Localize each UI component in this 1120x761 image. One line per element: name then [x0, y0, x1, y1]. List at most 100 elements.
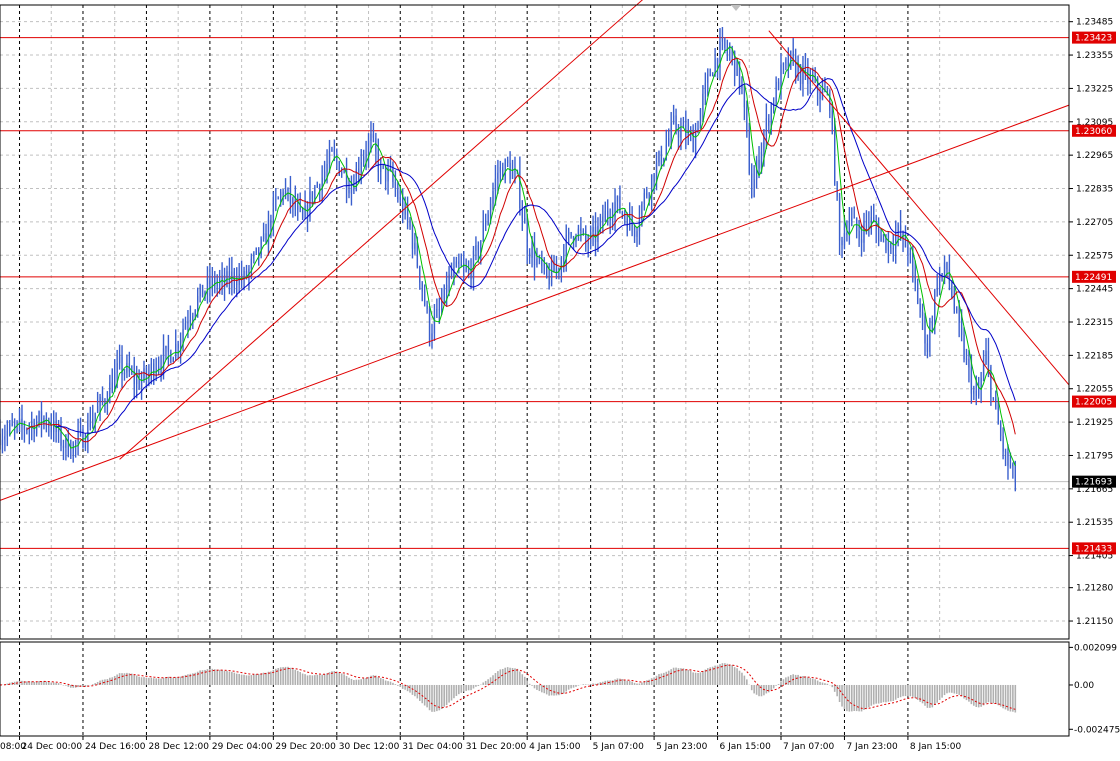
price-tick-label: 1.21150 — [1076, 617, 1113, 627]
candle — [892, 234, 894, 262]
candle — [699, 107, 702, 129]
moving-average-line — [26, 57, 1016, 443]
time-tick-label: 28 Dec 12:00 — [148, 742, 209, 752]
oscillator-panel-frame — [0, 641, 1070, 737]
candle — [182, 318, 184, 352]
candle — [899, 210, 902, 241]
candle — [172, 356, 174, 363]
candle — [70, 439, 72, 459]
candle — [809, 68, 811, 94]
candle — [804, 52, 807, 80]
candle — [704, 72, 707, 106]
candle — [123, 369, 126, 381]
candle — [270, 214, 272, 239]
candle — [951, 280, 953, 300]
price-tick-label: 1.21535 — [1076, 518, 1113, 528]
candle — [931, 315, 934, 334]
candle — [221, 262, 223, 295]
candle — [482, 210, 484, 243]
level-label-box — [1072, 395, 1116, 408]
candle — [780, 53, 782, 100]
candle — [999, 420, 1002, 442]
candle — [995, 390, 997, 410]
candle — [777, 78, 780, 91]
candle — [1007, 444, 1009, 480]
candle — [370, 121, 372, 153]
candle — [1014, 460, 1017, 492]
candle — [345, 157, 348, 204]
candle — [997, 397, 999, 425]
candle — [475, 236, 477, 261]
level-label-box — [1072, 270, 1116, 283]
candle — [60, 417, 62, 452]
candle — [814, 67, 816, 84]
candle — [560, 256, 563, 283]
candle — [209, 265, 211, 303]
candle — [33, 418, 35, 443]
candle — [253, 251, 255, 264]
candle — [184, 316, 187, 330]
candle — [558, 267, 560, 280]
candle — [319, 183, 321, 202]
candle — [499, 160, 502, 183]
candle — [868, 211, 870, 237]
candle — [921, 303, 924, 331]
candle — [135, 365, 138, 399]
trendline — [119, 0, 644, 460]
level-label: 1.23423 — [1075, 34, 1112, 44]
candle — [199, 283, 201, 303]
price-tick-label: 1.22705 — [1076, 218, 1113, 228]
candle — [421, 281, 423, 302]
candle — [985, 338, 987, 365]
candle — [511, 159, 514, 180]
candle — [929, 317, 931, 357]
candle — [536, 247, 538, 268]
candle — [873, 203, 875, 223]
candle — [702, 85, 704, 122]
candle — [1, 428, 4, 454]
candle — [145, 365, 148, 389]
candle — [726, 39, 729, 62]
candle — [372, 123, 375, 143]
candle — [963, 327, 965, 363]
candle — [367, 133, 370, 168]
candle — [924, 312, 926, 356]
candle — [628, 202, 631, 231]
price-tick-label: 1.22575 — [1076, 251, 1113, 261]
candle — [895, 220, 897, 264]
candle — [660, 145, 663, 170]
candle — [636, 226, 638, 247]
candle — [79, 417, 82, 437]
candle — [72, 441, 74, 463]
candle — [294, 185, 297, 217]
time-tick-label: 31 Dec 04:00 — [402, 742, 463, 752]
candle — [458, 253, 460, 274]
candle — [802, 55, 804, 97]
candle — [40, 401, 43, 438]
candle — [577, 224, 580, 241]
candle — [167, 334, 170, 366]
candle — [443, 284, 445, 305]
candle — [524, 205, 526, 224]
candle — [875, 214, 877, 244]
candle — [829, 89, 831, 119]
candle — [594, 212, 597, 257]
oscillator-axis: 0.002099 0.00 -0.002475 — [1069, 643, 1120, 735]
candle — [52, 410, 55, 442]
candle — [343, 168, 345, 174]
candle — [538, 254, 541, 265]
candle — [211, 266, 214, 297]
candle — [411, 221, 414, 259]
candle — [99, 393, 101, 422]
candle — [755, 156, 758, 189]
candle — [607, 199, 609, 226]
candle — [792, 38, 794, 66]
candle — [494, 164, 497, 206]
candle — [565, 224, 567, 272]
level-label-box — [1072, 542, 1116, 555]
level-label-box — [1072, 31, 1116, 44]
candle — [104, 398, 106, 413]
candle — [611, 202, 614, 231]
candle — [487, 210, 489, 226]
price-tick-label: 1.22185 — [1076, 351, 1113, 361]
